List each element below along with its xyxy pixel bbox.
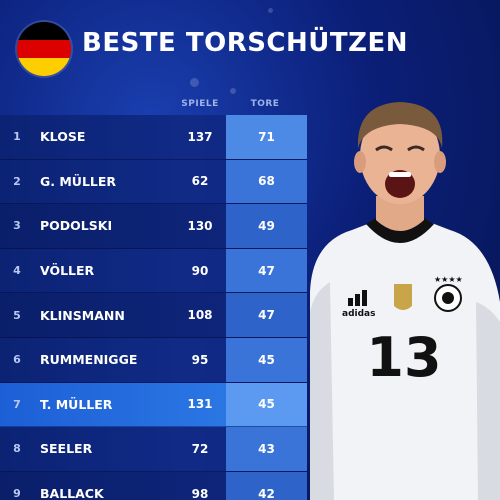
table-row: 1 KLOSE 137 71 <box>0 115 307 160</box>
player-eye <box>375 145 393 152</box>
rank-cell: 5 <box>13 308 21 322</box>
player-head <box>360 108 440 204</box>
table-row: 4 VÖLLER 90 47 <box>0 248 307 294</box>
table-row: 9 BALLACK 98 42 <box>0 471 307 500</box>
rank-cell: 2 <box>13 174 21 188</box>
scorers-table: 1 KLOSE 137 71 2 G. MÜLLER 62 68 3 PODOL… <box>0 115 307 500</box>
games-cell: 95 <box>191 352 209 367</box>
games-cell: 130 <box>187 218 213 233</box>
player-teeth <box>389 172 411 177</box>
player-hair <box>357 102 443 148</box>
rank-cell: 7 <box>13 397 21 411</box>
bokeh-light <box>268 8 273 13</box>
games-cell: 62 <box>191 174 209 189</box>
games-cell: 90 <box>191 263 209 278</box>
rank-cell: 3 <box>13 219 21 233</box>
games-cell: 98 <box>191 486 209 500</box>
player-illustration: adidas ★★★★ 13 <box>310 102 500 500</box>
goals-cell: 47 <box>226 248 307 293</box>
table-row: 8 SEELER 72 43 <box>0 427 307 472</box>
goals-cell: 71 <box>226 115 307 159</box>
goals-cell: 45 <box>226 337 307 382</box>
flag-stripe-red <box>17 40 71 58</box>
adidas-logo-icon <box>348 290 367 306</box>
games-cell: 131 <box>187 397 213 412</box>
player-sleeve-shadow <box>310 282 334 500</box>
flag-stripe-black <box>17 22 71 40</box>
rank-cell: 8 <box>13 442 21 456</box>
rank-cell: 1 <box>13 130 21 144</box>
rank-cell: 6 <box>13 353 21 367</box>
goals-cell: 43 <box>226 427 307 471</box>
brand-label: adidas <box>342 309 375 319</box>
svg-text:★★★★: ★★★★ <box>434 275 463 284</box>
player-name-cell: KLINSMANN <box>40 307 125 323</box>
games-cell: 108 <box>187 308 213 323</box>
player-name-cell: RUMMENIGGE <box>40 352 138 368</box>
player-eye <box>407 145 425 152</box>
page-title: BESTE TORSCHÜTZEN <box>82 28 408 58</box>
bokeh-light <box>190 78 199 87</box>
bokeh-light <box>230 88 236 94</box>
goals-cell: 42 <box>226 471 307 500</box>
player-sleeve-shadow <box>476 302 500 500</box>
table-row: 3 PODOLSKI 130 49 <box>0 204 307 249</box>
player-name-cell: PODOLSKI <box>40 218 113 234</box>
player-name-cell: T. MÜLLER <box>40 396 113 412</box>
player-name-cell: VÖLLER <box>40 263 95 279</box>
table-row: 5 KLINSMANN 108 47 <box>0 293 307 338</box>
player-name-cell: BALLACK <box>40 486 104 500</box>
germany-flag-icon <box>17 22 71 76</box>
table-row: 6 RUMMENIGGE 95 45 <box>0 337 307 383</box>
player-neck <box>376 196 424 231</box>
flag-stripe-gold <box>17 58 71 76</box>
dfb-crest-icon: ★★★★ <box>434 275 463 312</box>
games-cell: 72 <box>191 441 209 456</box>
table-row: 2 G. MÜLLER 62 68 <box>0 159 307 205</box>
goals-cell: 47 <box>226 293 307 337</box>
shirt-number: 13 <box>366 326 441 389</box>
player-ear <box>354 151 366 173</box>
goals-cell: 45 <box>226 382 307 427</box>
rank-cell: 9 <box>13 487 21 500</box>
table-row-highlighted: 7 T. MÜLLER 131 45 <box>0 382 307 428</box>
champion-badge-icon <box>394 284 412 310</box>
goals-cell: 49 <box>226 204 307 248</box>
player-name-cell: SEELER <box>40 441 93 457</box>
player-name-cell: KLOSE <box>40 129 86 145</box>
rank-cell: 4 <box>13 264 21 278</box>
goals-cell: 68 <box>226 159 307 204</box>
player-name-cell: G. MÜLLER <box>40 173 117 189</box>
games-cell: 137 <box>187 129 213 144</box>
column-header-goals: TORE <box>250 99 280 109</box>
player-ear <box>434 151 446 173</box>
column-header-games: SPIELE <box>181 99 219 109</box>
